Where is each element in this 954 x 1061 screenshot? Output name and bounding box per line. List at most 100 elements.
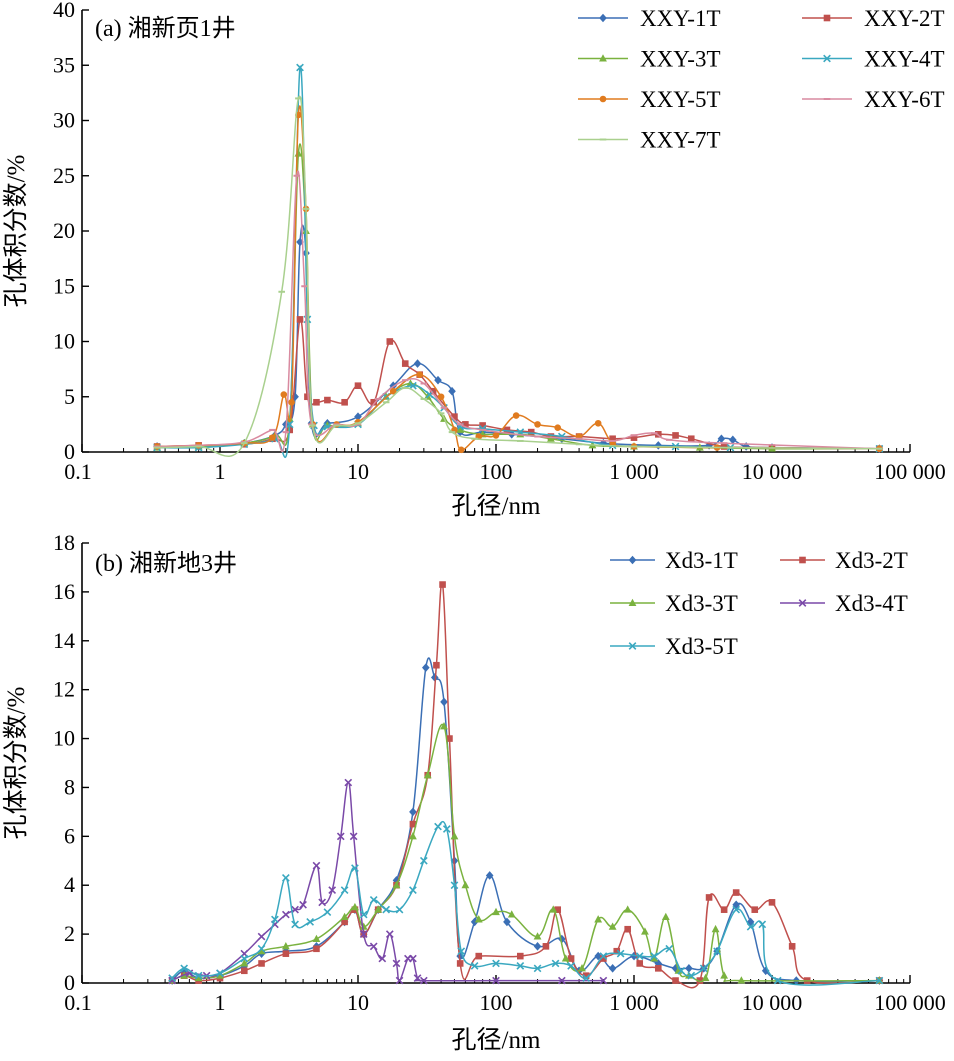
data-point (354, 382, 362, 389)
x-tick-label: 100 000 (874, 459, 946, 484)
y-tick-label: 0 (64, 970, 75, 995)
x-tick-label: 1 000 (609, 459, 659, 484)
series-line (157, 143, 880, 450)
data-point (788, 943, 796, 950)
legend-item: XXY-3T (578, 47, 721, 72)
data-point (306, 918, 315, 926)
legend-item: Xd3-2T (780, 548, 908, 573)
data-point (551, 959, 560, 968)
data-point (729, 435, 737, 445)
series-Xd3-2T (168, 581, 883, 989)
data-point (732, 889, 740, 896)
data-point (451, 413, 458, 420)
data-point (696, 977, 704, 984)
y-tick-label: 18 (53, 530, 75, 555)
data-point (732, 905, 741, 914)
chart-title: (b) 湘新地3井 (95, 550, 237, 577)
y-tick-label: 4 (64, 872, 75, 897)
data-point (516, 962, 525, 970)
data-point (616, 949, 625, 958)
data-point (395, 905, 404, 914)
legend-item: XXY-7T (578, 128, 721, 153)
data-point (582, 974, 591, 982)
data-point (557, 976, 566, 985)
data-point (609, 435, 616, 443)
data-point (582, 972, 590, 979)
data-point (359, 922, 368, 930)
data-point (409, 954, 417, 963)
x-tick-label: 10 000 (742, 990, 803, 1015)
data-point (567, 955, 575, 962)
legend-marker (799, 556, 806, 564)
x-tick-label: 1 (215, 459, 226, 484)
y-tick-label: 15 (53, 273, 75, 298)
data-point (351, 902, 359, 911)
series-line (171, 657, 880, 983)
data-point (385, 930, 394, 938)
data-point (434, 822, 442, 831)
data-point (567, 962, 575, 970)
data-point (312, 934, 321, 942)
data-point (672, 977, 679, 984)
data-point (386, 338, 394, 345)
data-point (475, 952, 483, 960)
data-point (392, 880, 401, 889)
data-point (542, 943, 550, 950)
data-point (507, 910, 516, 918)
data-point (685, 964, 693, 973)
data-point (349, 832, 358, 841)
legend-item: XXY-6T (802, 87, 945, 112)
data-point (216, 969, 224, 978)
legend-label: XXY-3T (640, 47, 721, 72)
data-point (720, 971, 729, 979)
data-point (359, 930, 368, 938)
legend-label: XXY-5T (640, 87, 721, 112)
data-point (594, 915, 603, 923)
data-point (324, 396, 331, 404)
data-point (241, 967, 248, 975)
legend-label: Xd3-4T (835, 591, 908, 616)
data-point (216, 971, 224, 979)
data-point (457, 446, 465, 454)
data-point (768, 899, 776, 906)
legend-item: Xd3-4T (780, 591, 908, 616)
y-tick-label: 25 (53, 163, 75, 188)
data-point (240, 959, 249, 967)
data-point (370, 398, 378, 406)
legend-label: XXY-7T (640, 128, 721, 153)
data-point (318, 898, 327, 907)
data-point (554, 906, 562, 913)
data-point (549, 905, 558, 913)
series-line (171, 781, 604, 982)
data-point (713, 947, 721, 956)
y-axis-label: 孔体积分数/% (2, 687, 30, 840)
legend-label: Xd3-5T (665, 634, 738, 659)
data-point (285, 420, 294, 429)
data-point (661, 912, 670, 920)
data-point (369, 942, 378, 951)
series-XXY-4T (153, 63, 884, 458)
x-axis-label: 孔径/nm (452, 492, 541, 520)
data-point (296, 316, 304, 323)
y-tick-label: 8 (64, 774, 75, 799)
data-point (168, 976, 177, 985)
legend-item: XXY-1T (578, 6, 721, 31)
y-tick-label: 30 (53, 108, 75, 133)
data-point (456, 425, 465, 433)
data-point (168, 974, 177, 982)
data-point (304, 393, 311, 401)
x-tick-label: 0.1 (64, 990, 92, 1015)
data-point (313, 945, 320, 953)
data-point (269, 434, 276, 441)
data-point (369, 896, 378, 904)
data-point (650, 954, 659, 962)
data-point (608, 922, 617, 930)
data-point (180, 964, 189, 973)
data-point (461, 880, 470, 889)
data-point (281, 910, 290, 919)
data-point (401, 360, 409, 367)
data-point (409, 886, 417, 894)
data-point (457, 947, 466, 956)
chart-title: (a) 湘新页1井 (95, 15, 236, 42)
x-tick-label: 100 (480, 459, 513, 484)
